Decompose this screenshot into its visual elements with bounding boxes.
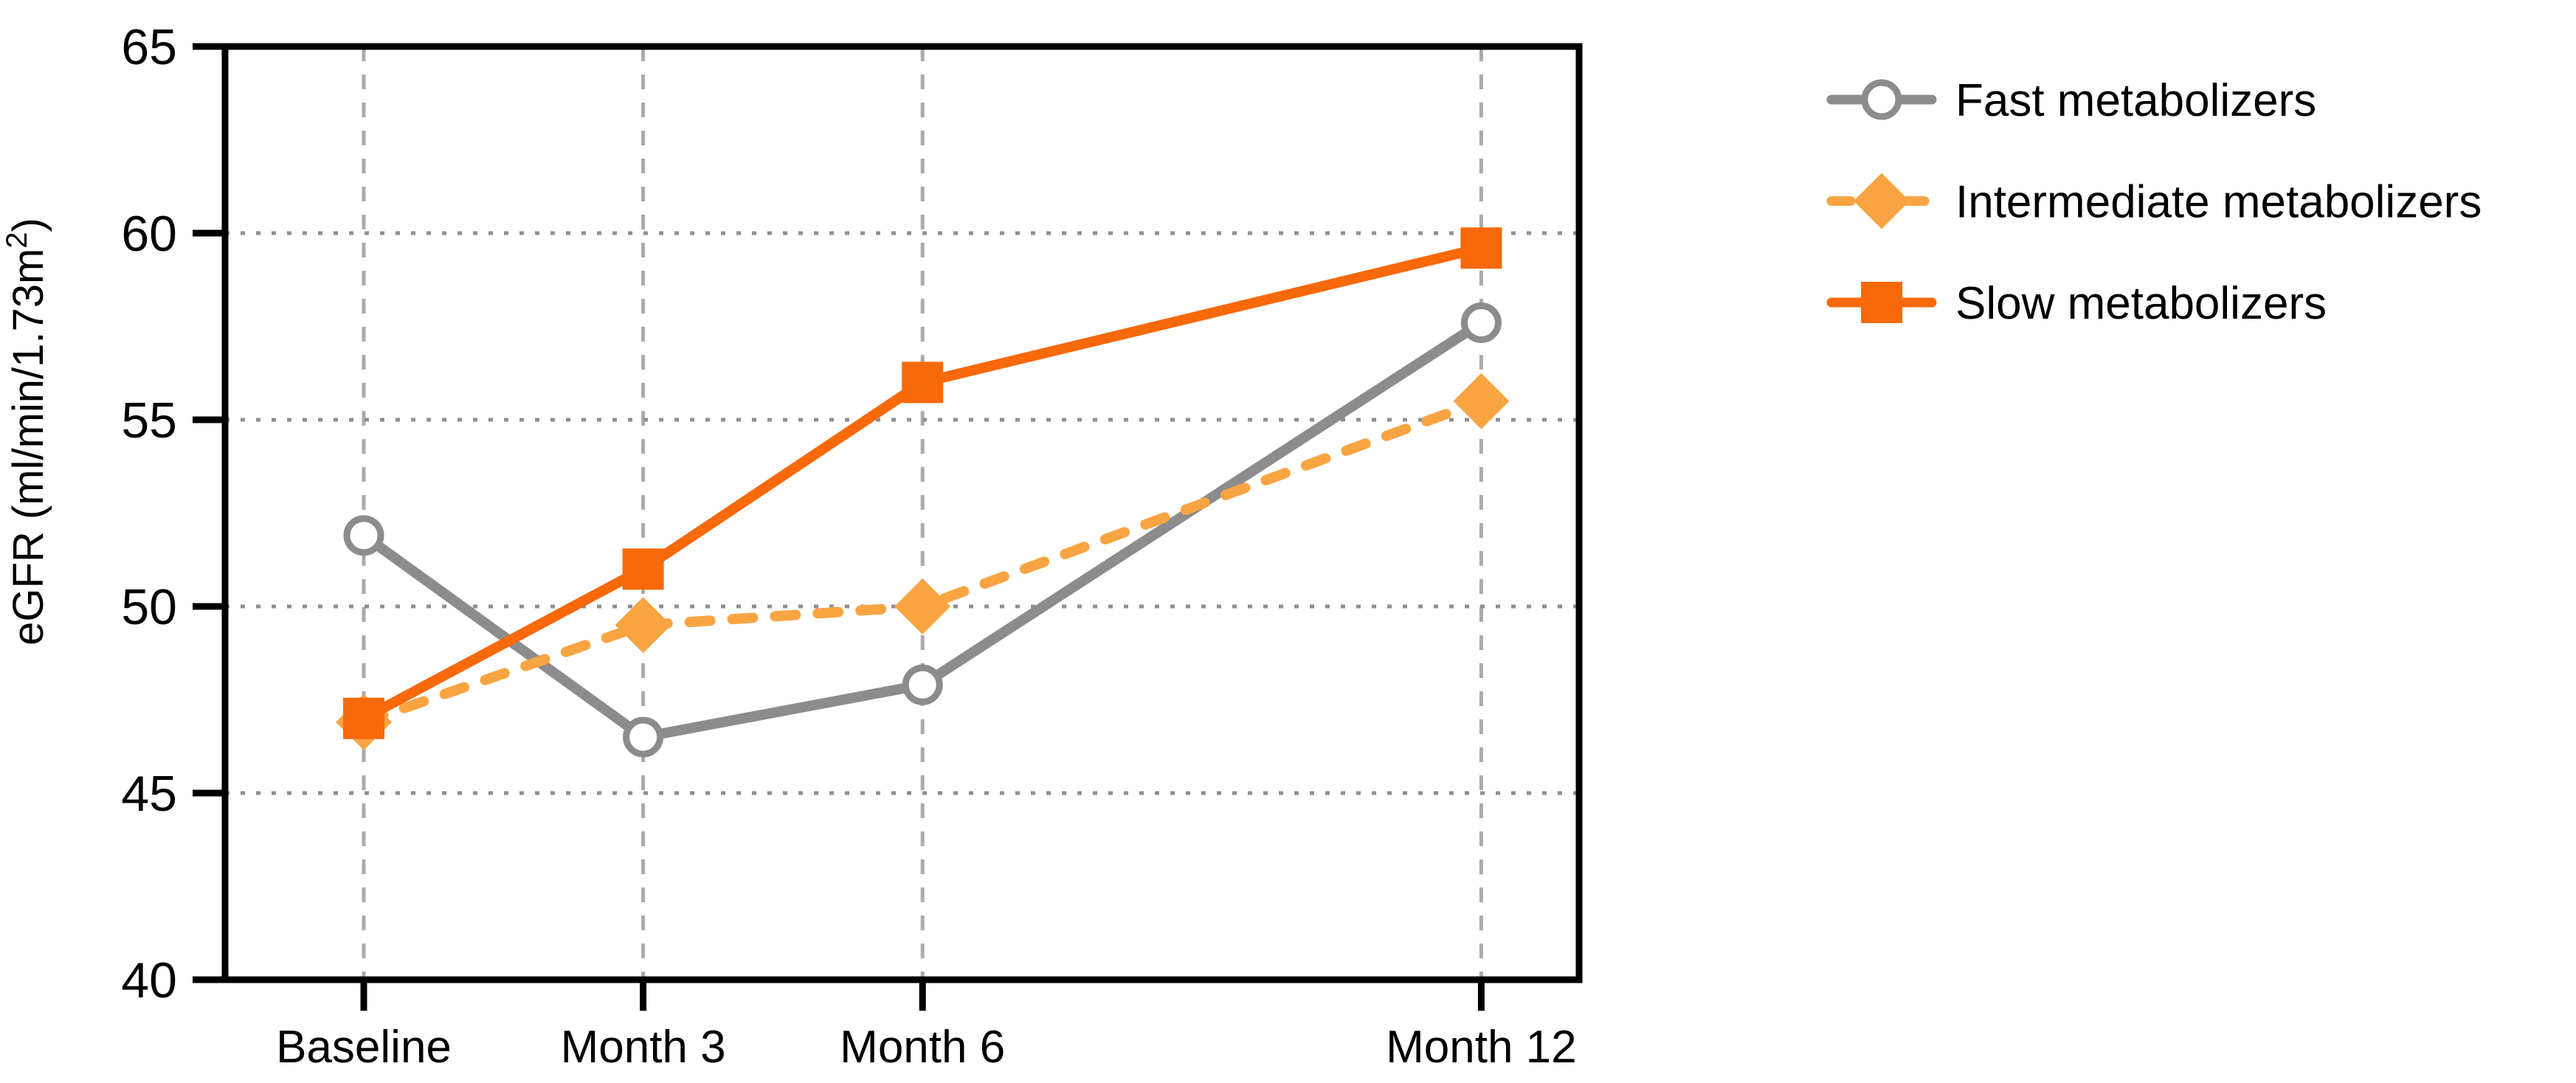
legend-item-intermediate: Intermediate metabolizers xyxy=(1826,173,2482,229)
horizontal-gridlines xyxy=(225,231,1579,795)
legend-key-square-icon xyxy=(1861,282,1902,323)
intermediate-marker-month xyxy=(894,578,951,634)
y-axis: 40 45 50 55 60 65 xyxy=(121,19,225,1008)
legend-label-slow: Slow metabolizers xyxy=(1955,278,2327,329)
legend-item-fast: Fast metabolizers xyxy=(1826,75,2316,126)
x-axis: Baseline Month 3 Month 6 Month 12 xyxy=(276,980,1577,1073)
y-tick-label-55: 55 xyxy=(121,392,177,449)
y-tick-label-60: 60 xyxy=(121,206,177,262)
x-tick-label-month: Month 6 xyxy=(840,1022,1005,1073)
series-slow xyxy=(343,227,1502,739)
slow-marker-baseline xyxy=(343,697,384,739)
fast-marker-baseline xyxy=(343,515,384,556)
fast-marker-month xyxy=(902,664,943,705)
series-line-slow xyxy=(359,243,1487,724)
x-tick-label-month: Month 3 xyxy=(561,1022,726,1073)
plot-frame xyxy=(221,43,1583,983)
intermediate-marker-month xyxy=(615,597,671,654)
vertical-gridlines xyxy=(362,46,1483,980)
legend-item-slow: Slow metabolizers xyxy=(1826,278,2327,329)
y-axis-title: eGFR (ml/min/1.73m2) xyxy=(1,218,52,646)
intermediate-marker-month xyxy=(1453,373,1510,429)
fast-marker-month xyxy=(623,716,664,758)
legend: Fast metabolizers Intermediate metabolize… xyxy=(1826,75,2482,329)
fast-marker-month xyxy=(1460,302,1502,343)
x-tick-label-baseline: Baseline xyxy=(276,1022,452,1073)
x-tick-label-month: Month 12 xyxy=(1386,1022,1577,1073)
slow-marker-month xyxy=(622,548,664,590)
slow-marker-month xyxy=(1460,227,1502,269)
legend-label-fast: Fast metabolizers xyxy=(1955,75,2316,126)
legend-label-intermediate: Intermediate metabolizers xyxy=(1955,177,2482,228)
slow-marker-month xyxy=(902,361,944,404)
legend-key-diamond-icon xyxy=(1854,173,1910,229)
y-tick-label-50: 50 xyxy=(121,579,177,635)
series-line-intermediate xyxy=(359,395,1487,727)
y-tick-label-40: 40 xyxy=(121,952,177,1008)
legend-key-circle-open-icon xyxy=(1861,79,1902,120)
y-tick-label-65: 65 xyxy=(121,19,177,75)
y-tick-label-45: 45 xyxy=(121,766,177,822)
